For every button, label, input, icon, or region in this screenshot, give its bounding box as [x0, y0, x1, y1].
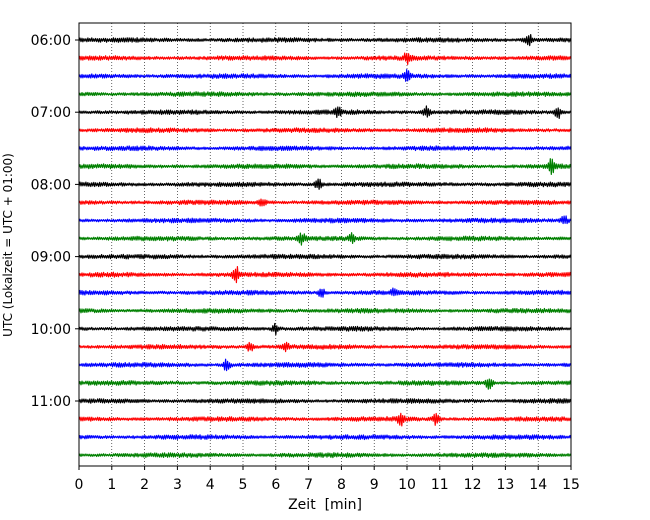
- y-axis-label: UTC (Lokalzeit = UTC + 01:00): [1, 153, 15, 337]
- y-tick-label-1: 07:00: [31, 105, 71, 121]
- trace-21: [78, 412, 572, 427]
- trace-11: [78, 232, 572, 246]
- x-tick-label-12: 12: [464, 477, 482, 493]
- y-tick-label-5: 11:00: [31, 394, 71, 410]
- x-tick-label-4: 4: [206, 477, 215, 493]
- x-tick-label-0: 0: [75, 477, 84, 493]
- trace-22: [78, 434, 572, 441]
- trace-6: [78, 145, 572, 152]
- trace-20: [78, 398, 572, 404]
- plot-frame: [78, 22, 572, 467]
- y-tick-label-2: 08:00: [31, 177, 71, 193]
- x-tick-label-9: 9: [370, 477, 379, 493]
- trace-2: [78, 69, 572, 82]
- x-axis-ticks: 0 1 2 3 4 5 6 7 8 9 10 11 12 13 14 15: [75, 466, 580, 493]
- trace-13: [78, 266, 572, 284]
- trace-9: [78, 198, 572, 207]
- trace-18: [78, 358, 572, 372]
- trace-19: [78, 378, 572, 390]
- trace-0: [78, 34, 572, 47]
- x-tick-label-5: 5: [239, 477, 248, 493]
- x-tick-label-7: 7: [304, 477, 313, 493]
- x-tick-label-2: 2: [140, 477, 149, 493]
- x-tick-label-14: 14: [529, 477, 547, 493]
- trace-7: [78, 158, 572, 175]
- trace-10: [78, 215, 572, 225]
- trace-23: [78, 452, 572, 459]
- trace-5: [78, 127, 572, 134]
- trace-15: [78, 307, 572, 314]
- x-tick-label-8: 8: [337, 477, 346, 493]
- x-tick-label-3: 3: [173, 477, 182, 493]
- trace-8: [78, 178, 572, 190]
- trace-1: [78, 52, 572, 65]
- trace-12: [78, 253, 572, 260]
- y-axis-ticks: 06:00 07:00 08:00 09:00 10:00 11:00: [31, 33, 79, 410]
- x-tick-label-11: 11: [431, 477, 449, 493]
- trace-16: [78, 322, 572, 336]
- trace-4: [78, 105, 572, 119]
- x-tick-label-13: 13: [496, 477, 514, 493]
- y-tick-label-3: 09:00: [31, 250, 71, 266]
- trace-3: [78, 91, 572, 98]
- y-tick-label-0: 06:00: [31, 33, 71, 49]
- seismogram-traces: [78, 34, 572, 459]
- trace-14: [78, 287, 572, 298]
- trace-17: [78, 341, 572, 353]
- x-tick-label-10: 10: [398, 477, 416, 493]
- x-tick-label-15: 15: [562, 477, 580, 493]
- x-tick-label-1: 1: [107, 477, 116, 493]
- x-axis-label: Zeit [min]: [288, 497, 362, 513]
- x-tick-label-6: 6: [271, 477, 280, 493]
- y-tick-label-4: 10:00: [31, 322, 71, 338]
